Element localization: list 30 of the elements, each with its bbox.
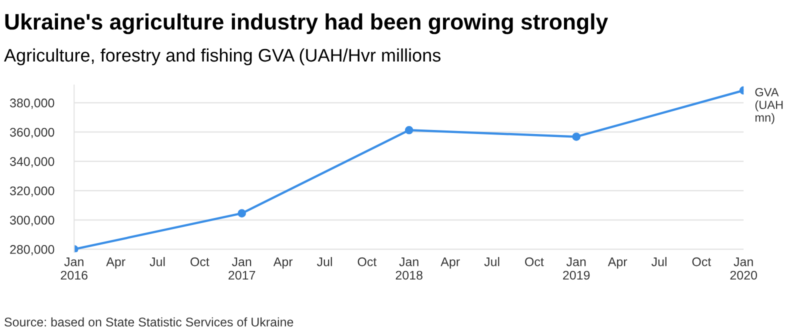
- chart-subtitle: Agriculture, forestry and fishing GVA (UAH/Hvr millions: [4, 48, 440, 66]
- x-tick-label: Jan 2016: [60, 257, 88, 280]
- point: [572, 132, 581, 141]
- point: [238, 209, 246, 218]
- x-tick-label: Jan 2017: [228, 257, 256, 280]
- x-tick-label: Oct: [525, 257, 544, 266]
- source-note: Source: based on State Statistic Services of Ukraine: [4, 317, 294, 327]
- x-tick-label: Jan 2020: [730, 257, 758, 280]
- y-tick-label: 340,000: [10, 157, 54, 168]
- x-tick-label: Jul: [150, 257, 165, 266]
- x-tick-label: Jul: [651, 257, 666, 266]
- y-tick-label: 300,000: [10, 216, 54, 226]
- y-tick-label: 360,000: [10, 128, 54, 138]
- x-tick-label: Apr: [608, 257, 628, 269]
- y-tick-label: 320,000: [10, 186, 54, 197]
- x-tick-label: Jul: [316, 257, 332, 266]
- x-tick-label: Oct: [190, 257, 210, 266]
- x-tick-label: Apr: [440, 257, 460, 269]
- x-tick-label: Jan 2019: [563, 257, 590, 280]
- y-tick-label: 280,000: [10, 245, 54, 256]
- x-tick-label: Apr: [273, 257, 293, 269]
- x-tick-label: Oct: [692, 257, 712, 266]
- y-tick-label: 380,000: [10, 98, 54, 109]
- x-tick-label: Apr: [106, 257, 126, 269]
- series-label: GVA (UAH mn): [755, 88, 783, 124]
- x-tick-label: Oct: [358, 257, 377, 266]
- x-tick-label: Jan 2018: [396, 257, 422, 280]
- chart-title: Ukraine's agriculture industry had been growing strongly: [5, 13, 608, 34]
- x-tick-label: Jul: [484, 257, 500, 266]
- point: [404, 126, 414, 134]
